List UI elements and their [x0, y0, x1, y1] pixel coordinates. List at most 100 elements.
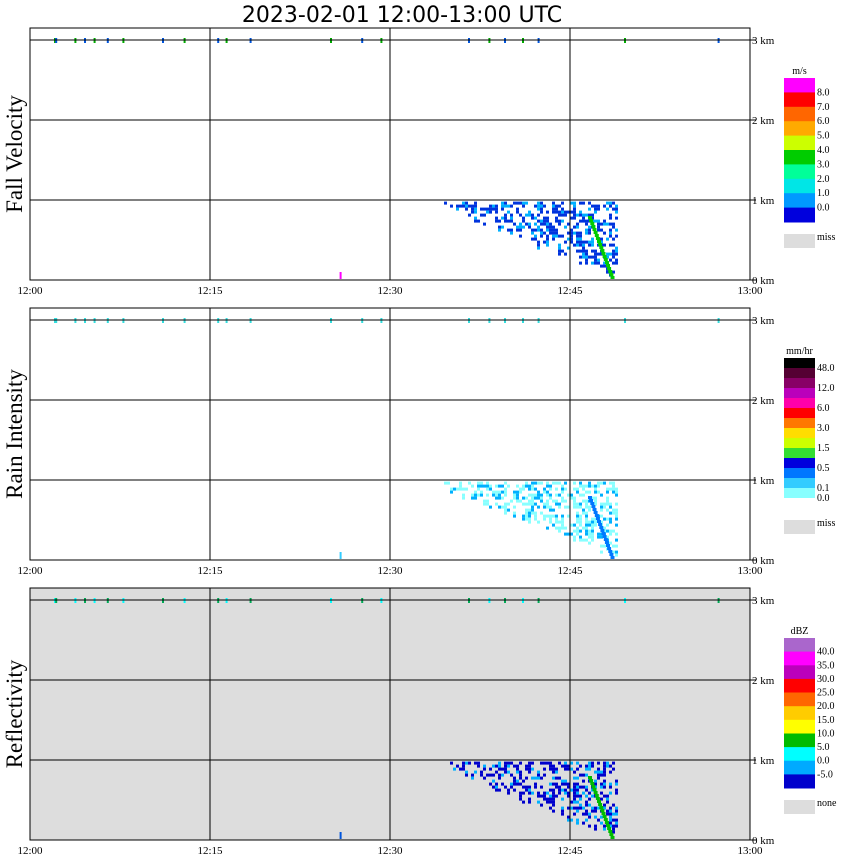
echo-cell [594, 484, 597, 488]
plot-frame [29, 587, 751, 841]
y-tick-label: 1 km [752, 195, 775, 207]
echo-cell [612, 249, 615, 253]
echo-cell [483, 767, 486, 771]
echo-cell [540, 803, 543, 807]
colorbar-missing-swatch [784, 234, 815, 248]
echo-cell [522, 496, 525, 500]
echo-cell [576, 222, 579, 226]
echo-cell [510, 782, 513, 786]
echo-cell [606, 255, 609, 259]
echo-cell [585, 222, 588, 226]
echo-cell [462, 764, 465, 768]
echo-cell [534, 228, 537, 232]
echo-cell [606, 809, 609, 813]
echo-cell [543, 240, 546, 244]
echo-cell [603, 264, 606, 268]
colorbar-label: 40.0 [817, 647, 835, 658]
echo-cell [570, 228, 573, 232]
echo-cell [543, 791, 546, 795]
echo-cell [579, 213, 582, 217]
echo-cell [573, 770, 576, 774]
echo-cell [579, 240, 582, 244]
echo-cell [597, 767, 600, 771]
colorbar-swatch [784, 378, 815, 389]
echo-cell [495, 770, 498, 774]
echo-cell [501, 496, 504, 500]
echo-cell [609, 502, 612, 506]
echo-cell [516, 770, 519, 774]
echo-cell [501, 773, 504, 777]
fall-streak-cell [608, 270, 613, 273]
echo-cell [573, 523, 576, 527]
echo-cell [507, 770, 510, 774]
echo-cell [600, 228, 603, 232]
echo-cell [549, 484, 552, 488]
echo-cell [501, 216, 504, 220]
echo-cell [570, 234, 573, 238]
echo-cell [519, 761, 522, 765]
echo-cell [468, 213, 471, 217]
echo-cell [615, 216, 618, 220]
colorbar-swatch [784, 193, 815, 209]
echo-cell [558, 493, 561, 497]
x-tick-label: 12:00 [17, 845, 43, 857]
echo-cell [528, 785, 531, 789]
echo-cell [519, 234, 522, 238]
echo-cell [552, 800, 555, 804]
echo-cell [561, 812, 564, 816]
echo-cell [564, 240, 567, 244]
echo-cell [534, 222, 537, 226]
echo-cell [612, 508, 615, 512]
colorbar-label: 0.0 [817, 203, 830, 214]
echo-cell [612, 261, 615, 265]
echo-cell [600, 493, 603, 497]
echo-cell [573, 812, 576, 816]
echo-cell [615, 523, 618, 527]
fall-streak-cell [594, 514, 599, 517]
fall-streak-cell [609, 553, 614, 556]
echo-cell [540, 231, 543, 235]
plot-frame [29, 27, 751, 281]
echo-cell [507, 764, 510, 768]
echo-cell [612, 252, 615, 256]
echo-cell [606, 237, 609, 241]
echo-cell [579, 243, 582, 247]
echo-cell [516, 764, 519, 768]
echo-cell [579, 493, 582, 497]
echo-cell [588, 535, 591, 539]
colorbar-swatch [784, 733, 815, 748]
echo-cell [528, 499, 531, 503]
echo-cell [609, 818, 612, 822]
echo-cell [603, 481, 606, 485]
x-tick-label: 12:00 [17, 565, 43, 577]
echo-cell [468, 481, 471, 485]
echo-cell [564, 225, 567, 229]
fall-streak-cell [599, 806, 604, 809]
echo-cell [573, 791, 576, 795]
echo-cell [612, 201, 615, 205]
echo-cell [480, 213, 483, 217]
echo-cell [603, 782, 606, 786]
echo-cell [534, 496, 537, 500]
echo-cell [480, 490, 483, 494]
echo-cell [552, 499, 555, 503]
colorbar-label: 10.0 [817, 729, 835, 740]
echo-cell [603, 785, 606, 789]
echo-cell [504, 761, 507, 765]
echo-cell [501, 782, 504, 786]
echo-cell [600, 502, 603, 506]
panel-ylabel: Fall Velocity [2, 95, 27, 213]
fall-streak-cell [601, 812, 606, 815]
echo-cell [543, 505, 546, 509]
echo-cell [474, 761, 477, 765]
echo-cell [489, 505, 492, 509]
echo-cell [561, 490, 564, 494]
echo-cell [594, 258, 597, 262]
echo-cell [615, 553, 618, 557]
echo-cell [609, 809, 612, 813]
echo-cell [579, 803, 582, 807]
echo-cell [582, 791, 585, 795]
echo-cell [549, 228, 552, 232]
echo-cell [540, 210, 543, 214]
echo-cell [522, 201, 525, 205]
